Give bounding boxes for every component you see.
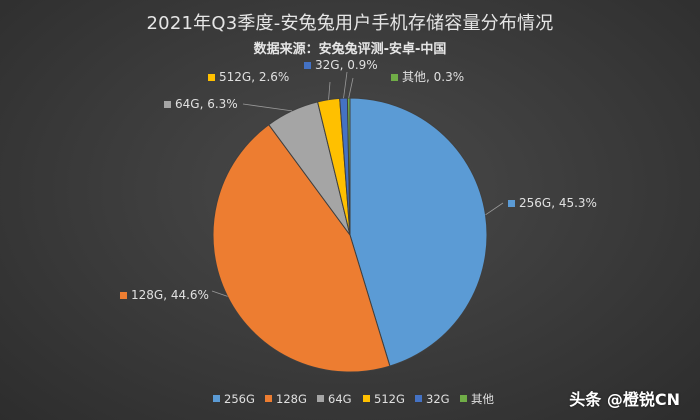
legend-label-32G: 32G	[426, 392, 450, 406]
legend-swatch-64G	[317, 395, 324, 402]
legend-swatch-256G	[213, 395, 220, 402]
data-label-64G: 64G, 6.3%	[175, 97, 238, 111]
data-label-marker-64G	[164, 101, 171, 108]
leader-line-其他	[348, 77, 354, 99]
legend-label-128G: 128G	[276, 392, 307, 406]
leader-line-256G	[485, 202, 504, 216]
legend-item-256G: 256G	[213, 392, 255, 406]
legend-label-256G: 256G	[224, 392, 255, 406]
legend-swatch-128G	[265, 395, 272, 402]
legend-item-128G: 128G	[265, 392, 307, 406]
data-label-marker-其他	[391, 74, 398, 81]
leader-line-32G	[343, 71, 348, 99]
data-label-256G: 256G, 45.3%	[519, 196, 597, 210]
legend-item-64G: 64G	[317, 392, 352, 406]
legend-label-64G: 64G	[328, 392, 352, 406]
legend-label-其他: 其他	[471, 392, 494, 406]
legend-label-512G: 512G	[374, 392, 405, 406]
legend-item-32G: 32G	[415, 392, 450, 406]
data-label-marker-512G	[208, 74, 215, 81]
data-label-marker-256G	[508, 200, 515, 207]
legend-swatch-其他	[460, 395, 467, 402]
leader-line-512G	[328, 81, 331, 100]
data-label-32G: 32G, 0.9%	[315, 58, 378, 72]
legend-item-512G: 512G	[363, 392, 405, 406]
leader-line-64G	[242, 103, 293, 112]
data-label-128G: 128G, 44.6%	[131, 288, 209, 302]
data-label-其他: 其他, 0.3%	[402, 70, 464, 84]
data-label-marker-128G	[120, 292, 127, 299]
watermark-text: 头条 @橙锐CN	[569, 390, 680, 409]
chart-subtitle: 数据来源：安兔兔评测-安卓-中国	[253, 42, 447, 57]
leader-line-128G	[211, 290, 228, 297]
legend-swatch-512G	[363, 395, 370, 402]
chart-title: 2021年Q3季度-安兔兔用户手机存储容量分布情况	[146, 13, 554, 34]
legend-item-其他: 其他	[460, 392, 494, 406]
data-label-512G: 512G, 2.6%	[219, 70, 289, 84]
legend-swatch-32G	[415, 395, 422, 402]
data-label-marker-32G	[304, 62, 311, 69]
